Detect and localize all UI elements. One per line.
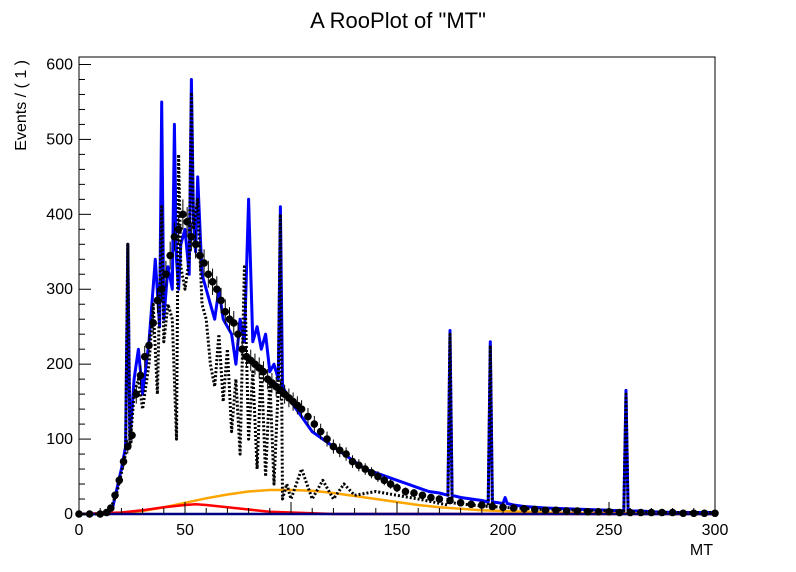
- data-point: [594, 507, 603, 516]
- data-point: [217, 296, 225, 305]
- data-point: [435, 495, 444, 503]
- data-point: [213, 285, 221, 294]
- data-point: [123, 442, 132, 451]
- data-point: [187, 233, 196, 241]
- data-point: [418, 491, 427, 500]
- data-point: [478, 501, 486, 509]
- y-tick-label: 500: [46, 131, 73, 148]
- data-point: [316, 427, 325, 436]
- data-point: [401, 487, 410, 496]
- data-point: [115, 476, 124, 485]
- x-tick-label: 50: [176, 522, 194, 539]
- data-point: [658, 508, 666, 517]
- data-point: [531, 505, 539, 514]
- data-point: [348, 457, 357, 466]
- data-point: [297, 405, 306, 413]
- data-point: [310, 420, 319, 428]
- data-point: [149, 319, 157, 327]
- data-point: [140, 352, 149, 361]
- data-point: [166, 251, 174, 260]
- data-point: [615, 508, 624, 517]
- ticks-layer: 0 50 100 150 200 250 300 0 100 200 300 400 500 600: [46, 56, 728, 539]
- data-point: [183, 218, 191, 226]
- data-point: [174, 225, 183, 234]
- data-point: [446, 496, 454, 505]
- data-point: [221, 307, 230, 316]
- data-point: [410, 489, 418, 497]
- y-tick-label: 100: [46, 431, 73, 448]
- data-point: [229, 319, 238, 327]
- x-tick-label: 0: [75, 522, 84, 539]
- data-point: [386, 480, 395, 488]
- data-point: [111, 491, 119, 500]
- series-line-0: [79, 78, 715, 516]
- data-point: [355, 461, 363, 470]
- data-point: [128, 431, 136, 440]
- data-point: [157, 285, 166, 294]
- data-point: [107, 504, 115, 512]
- data-point: [179, 210, 187, 219]
- data-point: [191, 240, 200, 249]
- data-point: [374, 472, 382, 481]
- data-point: [170, 233, 179, 241]
- data-point: [259, 367, 268, 376]
- data-point: [204, 270, 213, 279]
- chart-title: A RooPlot of "MT": [310, 8, 486, 33]
- data-point: [145, 341, 153, 350]
- data-point: [342, 450, 350, 458]
- data-point: [196, 251, 204, 260]
- data-point: [119, 457, 128, 466]
- data-point: [136, 371, 145, 380]
- data-point: [361, 465, 370, 473]
- data-point: [208, 277, 217, 286]
- x-tick-label: 100: [278, 522, 305, 539]
- data-point: [200, 259, 208, 267]
- data-point: [427, 493, 435, 502]
- data-point: [132, 390, 141, 398]
- data-point: [162, 270, 170, 279]
- x-axis-label: MT: [690, 542, 713, 559]
- data-point: [234, 330, 242, 338]
- x-tick-label: 250: [596, 522, 623, 539]
- data-point: [380, 476, 389, 485]
- data-point: [456, 498, 465, 507]
- x-tick-label: 150: [384, 522, 411, 539]
- data-point: [329, 442, 338, 451]
- data-point: [304, 412, 312, 421]
- data-point: [238, 345, 247, 353]
- data-point: [509, 504, 518, 512]
- data-point: [367, 468, 376, 477]
- y-tick-label: 200: [46, 356, 73, 373]
- data-point: [467, 500, 476, 509]
- y-tick-label: 0: [64, 506, 73, 523]
- y-tick-label: 300: [46, 281, 73, 298]
- data-point: [700, 509, 709, 518]
- data-point: [153, 296, 162, 305]
- data-point: [323, 435, 331, 443]
- data-point: [335, 446, 344, 455]
- data-point: [679, 509, 687, 518]
- data-point: [573, 507, 581, 515]
- data-point: [488, 502, 497, 511]
- data-point: [552, 506, 560, 515]
- y-tick-label: 400: [46, 206, 73, 223]
- x-tick-label: 300: [702, 522, 729, 539]
- y-tick-label: 600: [46, 56, 73, 73]
- data-point: [637, 508, 645, 517]
- y-axis-label: Events / ( 1 ): [13, 60, 30, 151]
- data-point: [393, 483, 401, 492]
- x-tick-label: 200: [490, 522, 517, 539]
